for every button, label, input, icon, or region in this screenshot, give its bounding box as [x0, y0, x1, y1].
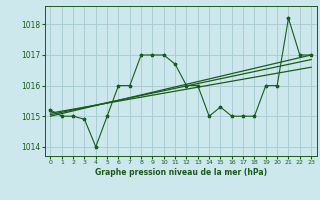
X-axis label: Graphe pression niveau de la mer (hPa): Graphe pression niveau de la mer (hPa): [95, 168, 267, 177]
